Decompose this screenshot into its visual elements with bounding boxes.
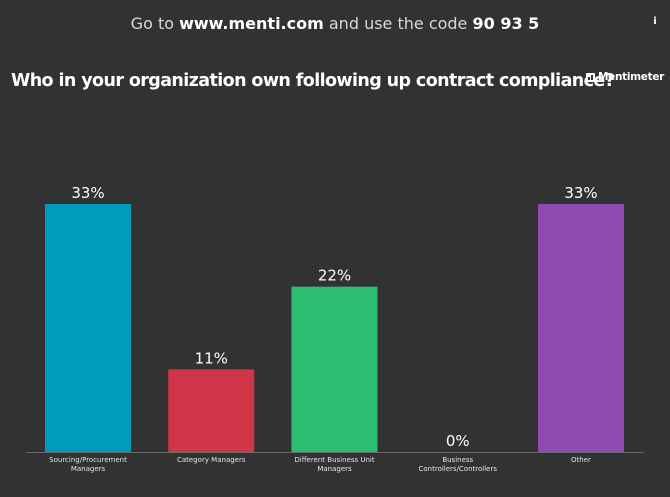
- instruction-middle: and use the code: [328, 14, 468, 33]
- bar-value-label: 33%: [564, 184, 597, 202]
- category-label: Different Business Unit: [294, 456, 374, 464]
- category-label: Business: [442, 456, 473, 464]
- bar-3: [291, 286, 378, 452]
- category-label: Managers: [71, 465, 106, 473]
- bar-5: [538, 204, 624, 452]
- bar-value-label: 33%: [71, 184, 104, 202]
- menti-url[interactable]: www.menti.com: [179, 14, 324, 33]
- info-icon[interactable]: i: [653, 16, 657, 27]
- bar-value-label: 0%: [446, 432, 470, 450]
- category-label: Category Managers: [177, 456, 246, 464]
- category-label: Other: [571, 456, 591, 464]
- category-label: Sourcing/Procurement: [49, 456, 127, 464]
- category-label: Managers: [317, 465, 352, 473]
- voting-code: 90 93 5: [472, 14, 540, 33]
- bar-1: [45, 204, 131, 452]
- top-bar: Go to www.menti.com and use the code 90 …: [0, 0, 670, 48]
- instruction-prefix: Go to: [130, 14, 175, 33]
- bar-2: [168, 369, 255, 452]
- join-instruction: Go to www.menti.com and use the code 90 …: [0, 14, 670, 33]
- brand-name: Mentimeter: [598, 71, 665, 83]
- bar-value-label: 11%: [195, 349, 228, 367]
- question-title: Who in your organization own following u…: [11, 71, 615, 91]
- category-label: Controllers/Controllers: [418, 465, 497, 473]
- mentimeter-logo-icon: [586, 72, 595, 82]
- bar-value-label: 22%: [318, 267, 351, 285]
- mentimeter-brand: Mentimeter: [586, 70, 664, 84]
